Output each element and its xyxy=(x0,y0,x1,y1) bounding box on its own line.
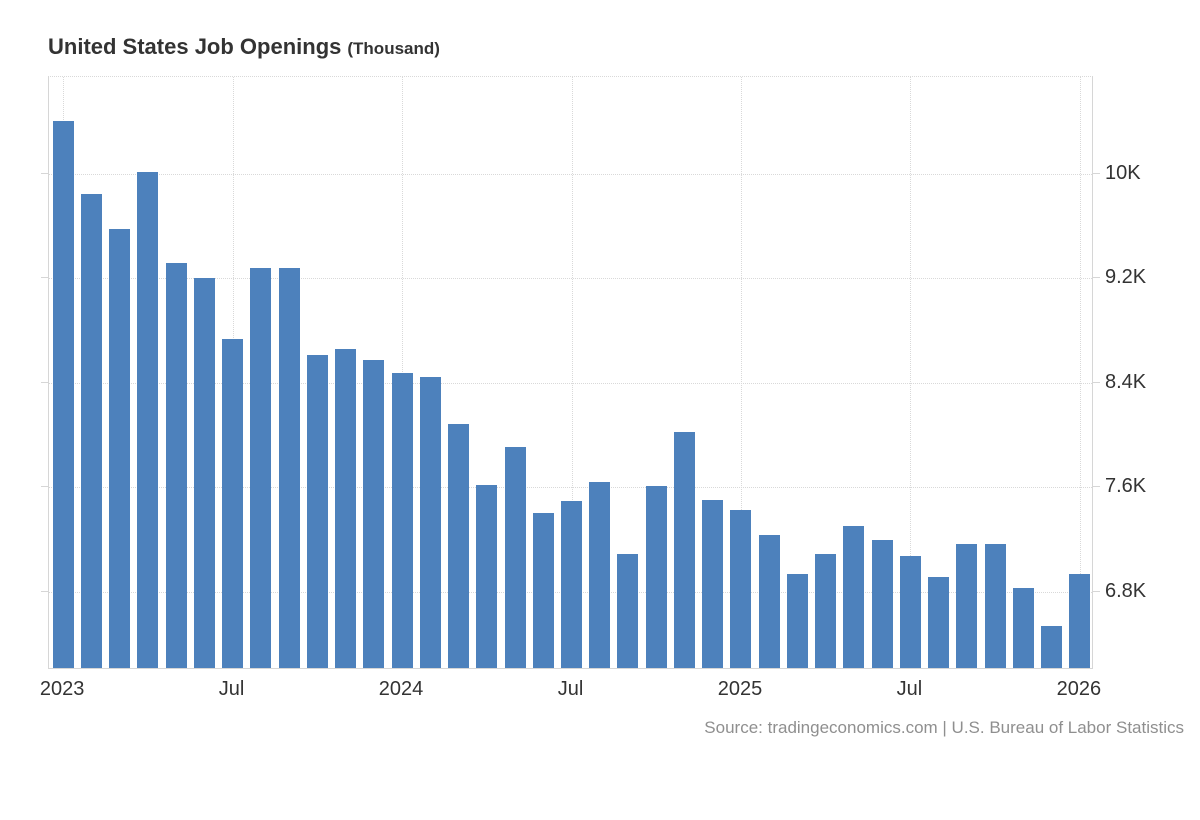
bar[interactable] xyxy=(306,354,328,668)
y-axis-label: 7.6K xyxy=(1105,475,1147,498)
y-axis-tick-left xyxy=(41,172,48,174)
y-axis-label: 8.4K xyxy=(1105,370,1147,393)
gridline-vertical xyxy=(402,77,404,668)
plot-area xyxy=(48,76,1093,669)
bar[interactable] xyxy=(815,553,837,668)
y-axis-label: 10K xyxy=(1105,161,1141,184)
chart-title-text: United States Job Openings xyxy=(48,34,342,59)
bar[interactable] xyxy=(504,447,526,668)
y-axis-tick-right xyxy=(1093,486,1100,488)
y-axis-label: 6.8K xyxy=(1105,579,1147,602)
bar[interactable] xyxy=(52,121,74,668)
gridline-vertical xyxy=(740,77,742,668)
bar[interactable] xyxy=(1041,626,1063,668)
bar[interactable] xyxy=(278,267,300,668)
y-axis-tick-left xyxy=(41,590,48,592)
bar[interactable] xyxy=(419,377,441,668)
y-axis-tick-right xyxy=(1093,277,1100,279)
y-axis-tick-right xyxy=(1093,172,1100,174)
bar[interactable] xyxy=(758,535,780,668)
y-axis-tick-left xyxy=(41,381,48,383)
y-axis-tick-right xyxy=(1093,381,1100,383)
chart-title-unit: (Thousand) xyxy=(347,39,440,58)
y-axis-tick-left xyxy=(41,486,48,488)
bar[interactable] xyxy=(193,278,215,668)
source-text: Source: tradingeconomics.com | U.S. Bure… xyxy=(704,718,1184,737)
bar[interactable] xyxy=(476,485,498,668)
bar[interactable] xyxy=(532,513,554,668)
bar[interactable] xyxy=(956,543,978,668)
bar[interactable] xyxy=(928,577,950,668)
x-axis-label: 2025 xyxy=(717,678,763,700)
x-axis-label: 2026 xyxy=(1056,678,1102,700)
bar[interactable] xyxy=(561,500,582,668)
x-axis-label: Jul xyxy=(218,678,245,700)
bar[interactable] xyxy=(786,573,808,668)
bar[interactable] xyxy=(984,543,1006,668)
gridline-vertical xyxy=(1079,77,1081,668)
gridline-vertical xyxy=(910,77,912,668)
bar[interactable] xyxy=(165,263,187,668)
chart-title: United States Job Openings (Thousand) xyxy=(48,34,440,60)
bar[interactable] xyxy=(137,171,159,668)
bar[interactable] xyxy=(109,229,131,668)
y-axis-label: 9.2K xyxy=(1105,266,1147,289)
bar[interactable] xyxy=(843,525,865,668)
bar[interactable] xyxy=(645,485,667,668)
bar[interactable] xyxy=(80,193,102,668)
bar[interactable] xyxy=(702,500,724,668)
gridline-vertical xyxy=(571,77,573,668)
bar[interactable] xyxy=(363,359,385,668)
x-axis-label: Jul xyxy=(896,678,923,700)
y-axis-tick-left xyxy=(41,277,48,279)
x-axis-label: 2024 xyxy=(378,678,424,700)
bar[interactable] xyxy=(1069,573,1091,668)
bar[interactable] xyxy=(871,540,893,668)
y-axis-tick-right xyxy=(1093,590,1100,592)
gridline-horizontal xyxy=(49,487,1092,489)
bar[interactable] xyxy=(335,349,357,668)
gridline-horizontal xyxy=(49,278,1092,280)
bar[interactable] xyxy=(673,431,695,668)
gridline-horizontal xyxy=(49,382,1092,384)
bar[interactable] xyxy=(391,373,413,668)
bar[interactable] xyxy=(448,423,470,668)
bar[interactable] xyxy=(222,338,244,668)
bar[interactable] xyxy=(589,481,611,668)
bar[interactable] xyxy=(617,553,639,668)
x-axis-label: 2023 xyxy=(39,678,85,700)
bar[interactable] xyxy=(1012,588,1034,668)
bar[interactable] xyxy=(899,555,921,668)
gridline-horizontal xyxy=(49,173,1092,175)
bar[interactable] xyxy=(250,267,272,668)
x-axis-label: Jul xyxy=(557,678,584,700)
bar[interactable] xyxy=(730,509,752,668)
